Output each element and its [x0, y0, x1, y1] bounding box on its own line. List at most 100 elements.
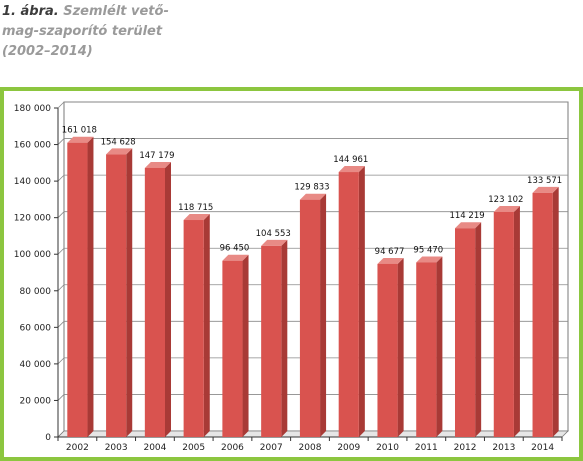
- value-label: 104 553: [256, 229, 291, 239]
- y-tick-label: 60 000: [20, 323, 52, 333]
- bar-top: [106, 148, 133, 155]
- bar-front: [183, 220, 204, 437]
- value-label: 154 628: [101, 137, 136, 147]
- gridline-side: [57, 394, 65, 401]
- bars: [67, 136, 559, 437]
- bar-2003: [106, 148, 133, 437]
- bar-front: [106, 154, 127, 437]
- bar-top: [183, 214, 210, 221]
- bar-side: [358, 166, 365, 437]
- gridline-side: [57, 321, 65, 328]
- x-tick-label: 2003: [105, 443, 128, 453]
- y-tick-label: 140 000: [14, 177, 51, 187]
- bar-top: [377, 257, 404, 264]
- bar-front: [299, 199, 321, 437]
- bar-2010: [377, 257, 404, 437]
- bar-2006: [222, 254, 249, 437]
- bar-side: [203, 214, 210, 437]
- y-tick-label: 120 000: [14, 214, 51, 224]
- bar-side: [165, 161, 172, 437]
- bar-front: [261, 245, 282, 437]
- gridline-side: [57, 357, 65, 365]
- bar-front: [493, 211, 514, 437]
- value-label: 95 470: [413, 246, 443, 256]
- bar-top: [299, 193, 327, 200]
- bar-top: [67, 136, 94, 143]
- bar-side: [397, 257, 404, 437]
- x-tick-label: 2010: [376, 443, 399, 453]
- y-tick-label: 40 000: [20, 360, 52, 370]
- bar-front: [67, 142, 88, 437]
- bar-front: [532, 192, 553, 437]
- x-tick-label: 2008: [299, 443, 322, 453]
- bar-side: [87, 136, 94, 437]
- bar-side: [436, 256, 443, 437]
- gridline-side: [57, 138, 65, 145]
- bar-2007: [261, 239, 288, 437]
- y-tick-label: 20 000: [20, 396, 52, 406]
- bar-2004: [144, 161, 172, 437]
- bar-top: [222, 254, 249, 261]
- value-label: 118 715: [178, 203, 213, 213]
- value-label: 133 571: [527, 176, 562, 186]
- x-tick-label: 2004: [143, 443, 166, 453]
- y-tick-label: 80 000: [20, 287, 52, 297]
- gridline-side: [57, 211, 65, 218]
- x-tick-label: 2005: [182, 443, 205, 453]
- bar-top: [493, 205, 520, 212]
- caption-line-1: Szemlélt vető-: [63, 4, 169, 19]
- value-label: 114 219: [449, 211, 484, 221]
- x-tick-label: 2007: [260, 443, 283, 453]
- bar-front: [454, 228, 476, 437]
- x-tick-label: 2012: [454, 443, 477, 453]
- bar-front: [377, 263, 398, 437]
- bar-top: [416, 256, 443, 263]
- value-label: 144 961: [333, 155, 368, 165]
- x-tick-label: 2013: [492, 443, 515, 453]
- bar-side: [281, 239, 288, 437]
- y-tick-labels: 0 20 000 40 000 60 000 80 000 100 000 120 000 1…: [14, 104, 51, 443]
- y-tick-label: 180 000: [14, 104, 51, 114]
- caption-line-2: mag-szaporító terület: [2, 24, 163, 39]
- bar-2008: [299, 193, 327, 437]
- bar-front: [338, 172, 359, 437]
- x-tick-label: 2014: [531, 443, 554, 453]
- gridline-side: [57, 101, 65, 109]
- bar-top: [454, 222, 482, 229]
- gridline-side: [57, 284, 65, 292]
- y-tick-label: 100 000: [14, 250, 51, 260]
- gridline-side: [57, 174, 65, 182]
- figure-number: 1. ábra.: [2, 4, 59, 19]
- value-label: 96 450: [220, 244, 250, 254]
- bar-side: [513, 205, 520, 437]
- bar-2009: [338, 166, 365, 437]
- bar-side: [242, 254, 249, 437]
- figure-caption: 1. ábra. Szemlélt vető- mag-szaporító te…: [2, 2, 202, 62]
- value-label: 94 677: [375, 247, 405, 257]
- bar-top: [261, 239, 288, 246]
- bar-front: [416, 262, 437, 437]
- value-label: 129 833: [294, 183, 329, 193]
- bar-top: [338, 166, 365, 173]
- gridline-side: [57, 247, 65, 255]
- bar-top: [144, 161, 172, 168]
- y-tick-label: 0: [45, 433, 51, 443]
- bar-2012: [454, 222, 482, 437]
- bar-side: [126, 148, 133, 437]
- caption-line-3: (2002–2014): [2, 44, 93, 59]
- bar-2013: [493, 205, 520, 437]
- bar-side: [552, 186, 559, 437]
- bar-2014: [532, 186, 559, 437]
- value-label: 161 018: [62, 126, 97, 136]
- bar-2011: [416, 256, 443, 437]
- bar-front: [222, 260, 243, 437]
- value-label: 147 179: [139, 151, 174, 161]
- bar-side: [320, 193, 327, 437]
- bar-side: [475, 222, 482, 437]
- bar-2005: [183, 214, 210, 437]
- bar-2002: [67, 136, 94, 437]
- x-tick-label: 2002: [66, 443, 89, 453]
- value-label: 123 102: [488, 195, 523, 205]
